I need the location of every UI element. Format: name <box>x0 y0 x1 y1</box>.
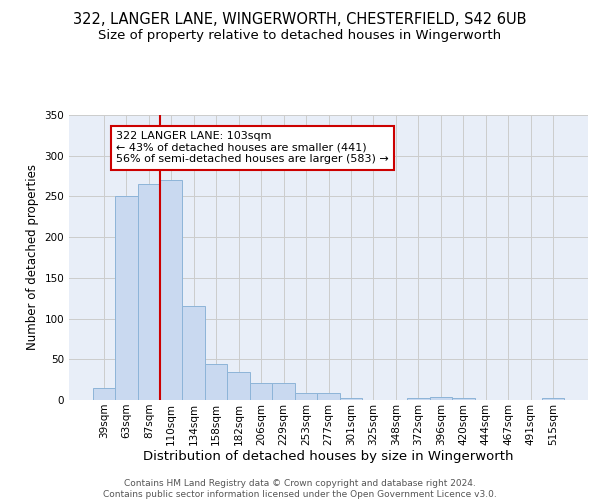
Bar <box>137 184 160 400</box>
Bar <box>430 396 452 400</box>
Y-axis label: Number of detached properties: Number of detached properties <box>26 164 39 350</box>
Text: 322, LANGER LANE, WINGERWORTH, CHESTERFIELD, S42 6UB: 322, LANGER LANE, WINGERWORTH, CHESTERFI… <box>73 12 527 28</box>
X-axis label: Distribution of detached houses by size in Wingerworth: Distribution of detached houses by size … <box>143 450 514 464</box>
Bar <box>452 398 475 400</box>
Bar <box>542 398 565 400</box>
Bar <box>115 196 137 400</box>
Bar <box>340 398 362 400</box>
Text: Contains public sector information licensed under the Open Government Licence v3: Contains public sector information licen… <box>103 490 497 499</box>
Text: 322 LANGER LANE: 103sqm
← 43% of detached houses are smaller (441)
56% of semi-d: 322 LANGER LANE: 103sqm ← 43% of detache… <box>116 132 389 164</box>
Bar <box>182 306 205 400</box>
Bar <box>317 394 340 400</box>
Bar <box>250 383 272 400</box>
Text: Size of property relative to detached houses in Wingerworth: Size of property relative to detached ho… <box>98 29 502 42</box>
Bar <box>295 394 317 400</box>
Bar <box>272 383 295 400</box>
Bar <box>407 398 430 400</box>
Bar <box>92 388 115 400</box>
Bar <box>205 364 227 400</box>
Bar <box>227 372 250 400</box>
Text: Contains HM Land Registry data © Crown copyright and database right 2024.: Contains HM Land Registry data © Crown c… <box>124 478 476 488</box>
Bar <box>160 180 182 400</box>
